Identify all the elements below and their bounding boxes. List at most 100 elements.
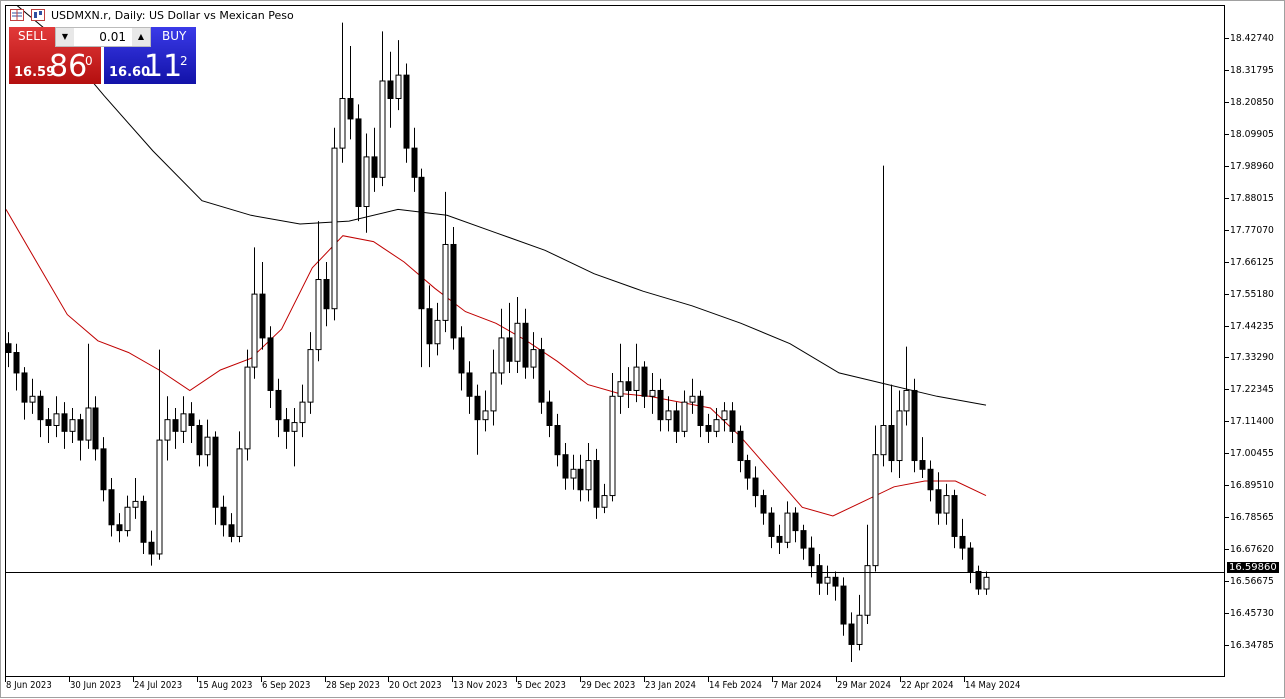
one-click-trading-panel: SELL 16.59 86 0 BUY 16.60 11 2 ▼ 0.01 ▲ (9, 27, 196, 84)
current-price-label: 16.59860 (1227, 562, 1279, 573)
candle-bullish (903, 389, 910, 412)
candle-bearish (744, 460, 751, 479)
buy-price-prefix: 16.60 (109, 65, 151, 80)
time-tick (325, 677, 326, 682)
time-tick (772, 677, 773, 682)
time-tick (261, 677, 262, 682)
candle-bullish (689, 395, 696, 403)
candle-bearish (61, 413, 68, 432)
price-tick (1225, 230, 1229, 231)
candle-bearish (37, 395, 44, 421)
moving-average-red-line (6, 209, 987, 517)
candle-bullish (490, 372, 497, 412)
candle-bullish (609, 395, 616, 497)
time-tick (580, 677, 581, 682)
time-tick (133, 677, 134, 682)
candle-bearish (172, 419, 179, 432)
price-tick (1225, 485, 1229, 486)
price-label: 16.45730 (1230, 608, 1274, 619)
candle-bullish (896, 410, 903, 462)
chart-title: USDMXN.r, Daily: US Dollar vs Mexican Pe… (51, 9, 294, 22)
lot-decrease-button[interactable]: ▼ (56, 28, 74, 46)
candle-bearish (800, 530, 807, 549)
price-label: 18.31795 (1230, 65, 1274, 76)
price-tick (1225, 389, 1229, 390)
time-tick (644, 677, 645, 682)
data-window-icon[interactable] (31, 9, 45, 21)
candle-bearish (705, 424, 712, 432)
time-tick (516, 677, 517, 682)
candle-bullish (69, 419, 76, 432)
candle-bearish (546, 401, 553, 426)
candle-bullish (307, 349, 314, 403)
candle-bearish (657, 389, 664, 421)
candle-bearish (371, 156, 378, 178)
candle-bullish (299, 401, 306, 424)
sell-price-big: 86 (49, 49, 88, 84)
candle-bearish (840, 585, 847, 625)
date-label: 15 Aug 2023 (198, 680, 253, 691)
time-tick (197, 677, 198, 682)
candle-bearish (275, 389, 282, 421)
candle-bullish (85, 407, 92, 441)
price-tick (1225, 134, 1229, 135)
date-label: 20 Oct 2023 (389, 680, 442, 691)
price-label: 18.42740 (1230, 33, 1274, 44)
price-tick (1225, 38, 1229, 39)
time-tick (708, 677, 709, 682)
price-tick (1225, 262, 1229, 263)
candle-bullish (164, 419, 171, 441)
chart-list-icon[interactable] (10, 9, 24, 21)
sell-label: SELL (18, 29, 47, 43)
candle-bearish (196, 424, 203, 456)
candle-bearish (418, 176, 425, 310)
candle-bearish (522, 322, 529, 368)
candle-bearish (697, 395, 704, 426)
candle-bearish (538, 349, 545, 403)
date-label: 8 Jun 2023 (6, 680, 52, 691)
candle-bearish (951, 495, 958, 537)
candle-bullish (363, 156, 370, 208)
candle-bullish (395, 74, 402, 99)
time-tick (964, 677, 965, 682)
date-label: 6 Sep 2023 (262, 680, 311, 691)
candle-bullish (124, 506, 131, 532)
price-label: 16.78565 (1230, 512, 1274, 523)
buy-price-sup: 2 (180, 54, 188, 68)
candle-bearish (752, 477, 759, 497)
candle-bearish (323, 279, 330, 310)
candle-bullish (784, 512, 791, 543)
price-label: 16.56675 (1230, 576, 1274, 587)
date-label: 5 Dec 2023 (517, 680, 566, 691)
price-tick (1225, 421, 1229, 422)
price-tick (1225, 166, 1229, 167)
candle-bearish (466, 372, 473, 397)
candle-bearish (220, 506, 227, 526)
chart-plot-area[interactable] (5, 5, 1225, 677)
date-label: 28 Sep 2023 (326, 680, 380, 691)
candle-bullish (29, 395, 36, 403)
candle-bearish (212, 436, 219, 508)
candle-bearish (792, 512, 799, 532)
candle-bullish (633, 366, 640, 391)
candle-bullish (721, 410, 728, 421)
candle-bullish (379, 80, 386, 178)
candle-bearish (92, 407, 99, 450)
lot-size-input[interactable]: ▼ 0.01 ▲ (55, 27, 151, 47)
candle-bullish (331, 147, 338, 310)
date-label: 29 Mar 2024 (837, 680, 891, 691)
candle-bullish (132, 500, 139, 508)
date-label: 24 Jul 2023 (134, 680, 183, 691)
lot-size-value[interactable]: 0.01 (99, 30, 126, 44)
candle-bullish (482, 410, 489, 421)
sell-button[interactable]: SELL 16.59 86 0 (9, 27, 101, 84)
price-label: 17.98960 (1230, 161, 1274, 172)
candle-bearish (554, 424, 561, 456)
price-label: 16.67620 (1230, 544, 1274, 555)
candle-bearish (21, 372, 28, 403)
time-tick (69, 677, 70, 682)
lot-increase-button[interactable]: ▲ (132, 28, 150, 46)
candle-bearish (967, 547, 974, 572)
candle-bullish (251, 293, 258, 368)
